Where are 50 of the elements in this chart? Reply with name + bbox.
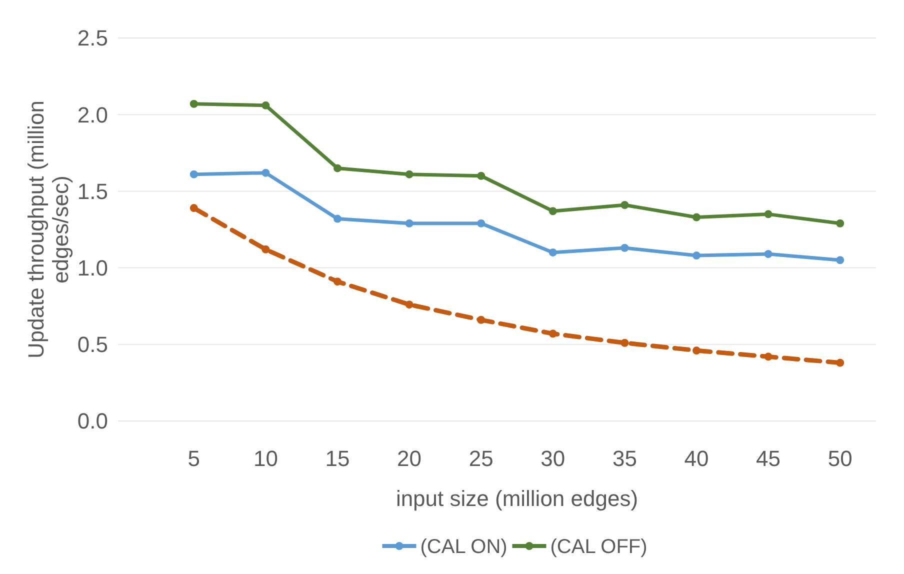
- point: [836, 219, 844, 228]
- x-tick-label: 50: [828, 446, 852, 471]
- x-tick-label: 10: [253, 446, 278, 471]
- x-tick-label: 15: [325, 446, 350, 471]
- point: [190, 100, 198, 108]
- point: [548, 248, 557, 256]
- point: [262, 101, 270, 110]
- x-tick-label: 20: [397, 446, 422, 471]
- point: [190, 204, 198, 212]
- point: [334, 214, 342, 223]
- x-tick-label: 40: [684, 446, 709, 471]
- point: [190, 170, 198, 178]
- point: [477, 316, 486, 324]
- legend-label: (CAL ON): [420, 536, 508, 558]
- point: [405, 170, 414, 178]
- point: [764, 210, 772, 218]
- point: [620, 338, 629, 347]
- point: [836, 358, 844, 367]
- y-tick-label: 2.0: [77, 102, 108, 128]
- point: [334, 278, 342, 286]
- y-axis-title: Update throughput (million edges/sec): [24, 100, 73, 359]
- x-tick-label: 25: [468, 446, 494, 471]
- point: [405, 300, 414, 309]
- y-tick-label: 0.0: [77, 408, 108, 434]
- x-tick-label: 5: [188, 446, 200, 471]
- y-tick-label: 0.5: [77, 332, 108, 358]
- y-tick-label: 2.5: [77, 26, 108, 51]
- point: [764, 250, 772, 258]
- y-tick-label: 1.5: [77, 178, 108, 204]
- x-tick-label: 30: [540, 446, 566, 471]
- x-tick-label: 45: [756, 446, 781, 471]
- point: [548, 330, 557, 338]
- point: [620, 200, 629, 209]
- point: [262, 168, 270, 177]
- point: [692, 346, 700, 355]
- x-axis-title: input size (million edges): [396, 486, 638, 511]
- point: [620, 244, 629, 252]
- point: [764, 352, 772, 361]
- point: [836, 256, 844, 264]
- point: [405, 219, 414, 228]
- point: [477, 219, 486, 228]
- point: [262, 245, 270, 254]
- point: [334, 164, 342, 172]
- point: [477, 172, 486, 180]
- point: [692, 213, 700, 222]
- legend-label: (CAL OFF): [550, 536, 648, 558]
- point: [548, 207, 557, 216]
- point: [692, 252, 700, 260]
- x-tick-label: 35: [612, 446, 637, 471]
- y-tick-label: 1.0: [77, 256, 108, 280]
